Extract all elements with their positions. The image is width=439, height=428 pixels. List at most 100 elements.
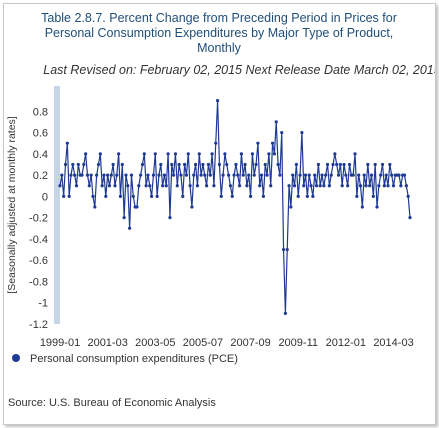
data-point: [406, 194, 410, 198]
data-point: [239, 152, 244, 156]
data-point: [379, 173, 383, 177]
data-point: [402, 173, 407, 177]
data-point: [148, 184, 152, 188]
x-tick-label: 2014-03: [373, 337, 413, 349]
data-point: [111, 162, 115, 167]
data-point: [107, 184, 112, 188]
data-point: [206, 162, 211, 167]
data-point: [391, 184, 396, 188]
data-point: [281, 247, 286, 252]
data-point: [179, 173, 183, 177]
data-point: [91, 194, 95, 198]
data-point: [322, 184, 326, 188]
data-point: [67, 194, 71, 198]
x-tick-label: 2005-07: [183, 337, 223, 349]
data-point: [236, 173, 240, 177]
data-point: [168, 216, 172, 220]
data-point: [325, 162, 330, 167]
data-point: [362, 173, 366, 177]
data-point: [85, 173, 90, 177]
data-point: [232, 173, 236, 177]
data-point: [137, 184, 141, 188]
data-point: [228, 184, 233, 188]
data-point: [205, 184, 209, 188]
data-point: [336, 173, 341, 177]
data-point: [188, 184, 192, 188]
data-point: [65, 141, 69, 145]
y-tick-label: -0.4: [29, 234, 48, 246]
data-point: [186, 152, 190, 156]
data-point: [408, 216, 412, 220]
data-point: [259, 173, 264, 177]
data-point: [294, 162, 298, 167]
data-point: [115, 173, 119, 177]
data-point: [327, 184, 331, 188]
data-point: [139, 173, 143, 177]
data-point: [159, 162, 163, 167]
line-chart: Table 2.8.7. Percent Change from Precedi…: [6, 11, 435, 409]
data-point: [386, 184, 390, 188]
data-point: [117, 152, 121, 156]
data-point: [195, 184, 200, 188]
data-point: [124, 173, 128, 177]
series-pce: [58, 99, 412, 315]
data-point: [210, 152, 214, 156]
data-point: [102, 173, 106, 177]
data-point: [212, 184, 216, 188]
data-point: [292, 184, 297, 188]
data-point: [150, 194, 154, 198]
data-point: [98, 152, 102, 156]
data-point: [194, 162, 198, 167]
data-point: [270, 141, 275, 145]
data-point: [316, 162, 320, 167]
y-tick-label: 0: [42, 191, 48, 203]
data-point: [283, 311, 287, 315]
data-point: [355, 194, 359, 198]
data-point: [248, 194, 253, 198]
data-point: [69, 173, 73, 177]
data-point: [307, 173, 311, 177]
data-point: [140, 162, 145, 167]
data-point: [135, 205, 139, 209]
data-point: [280, 130, 284, 135]
data-point: [278, 173, 282, 177]
data-point: [219, 194, 223, 198]
data-point: [368, 184, 372, 188]
y-tick-label: -0.2: [29, 213, 48, 225]
data-point: [128, 226, 132, 230]
data-point: [267, 152, 271, 156]
y-tick-label: -1.2: [29, 319, 48, 331]
data-point: [298, 173, 302, 177]
data-point: [89, 173, 93, 177]
data-point: [225, 162, 229, 167]
data-point: [170, 162, 174, 167]
data-point: [388, 162, 392, 167]
chart-title-line: Monthly: [197, 41, 242, 55]
data-point: [122, 216, 126, 220]
x-tick-label: 1999-01: [40, 337, 80, 349]
data-point: [197, 152, 201, 156]
data-point: [60, 173, 64, 177]
data-point: [397, 173, 401, 177]
data-point: [80, 173, 84, 177]
data-point: [109, 173, 113, 177]
data-point: [324, 173, 328, 177]
data-point: [76, 162, 80, 167]
x-tick-label: 2001-03: [87, 337, 127, 349]
data-point: [217, 162, 222, 167]
data-point: [366, 162, 370, 167]
data-point: [172, 173, 176, 177]
data-point: [360, 205, 364, 209]
data-point: [82, 162, 86, 167]
data-point: [373, 162, 377, 167]
x-tick-label: 2007-09: [230, 337, 270, 349]
data-point: [309, 184, 313, 188]
data-point: [183, 162, 187, 167]
data-point: [190, 205, 194, 209]
data-point: [87, 184, 91, 188]
y-axis-label: [Seasonally adjusted at monthly rates]: [6, 116, 18, 294]
data-point: [346, 184, 350, 188]
data-point: [142, 152, 146, 156]
x-tick-label: 2003-05: [135, 337, 175, 349]
series-line: [59, 100, 411, 314]
